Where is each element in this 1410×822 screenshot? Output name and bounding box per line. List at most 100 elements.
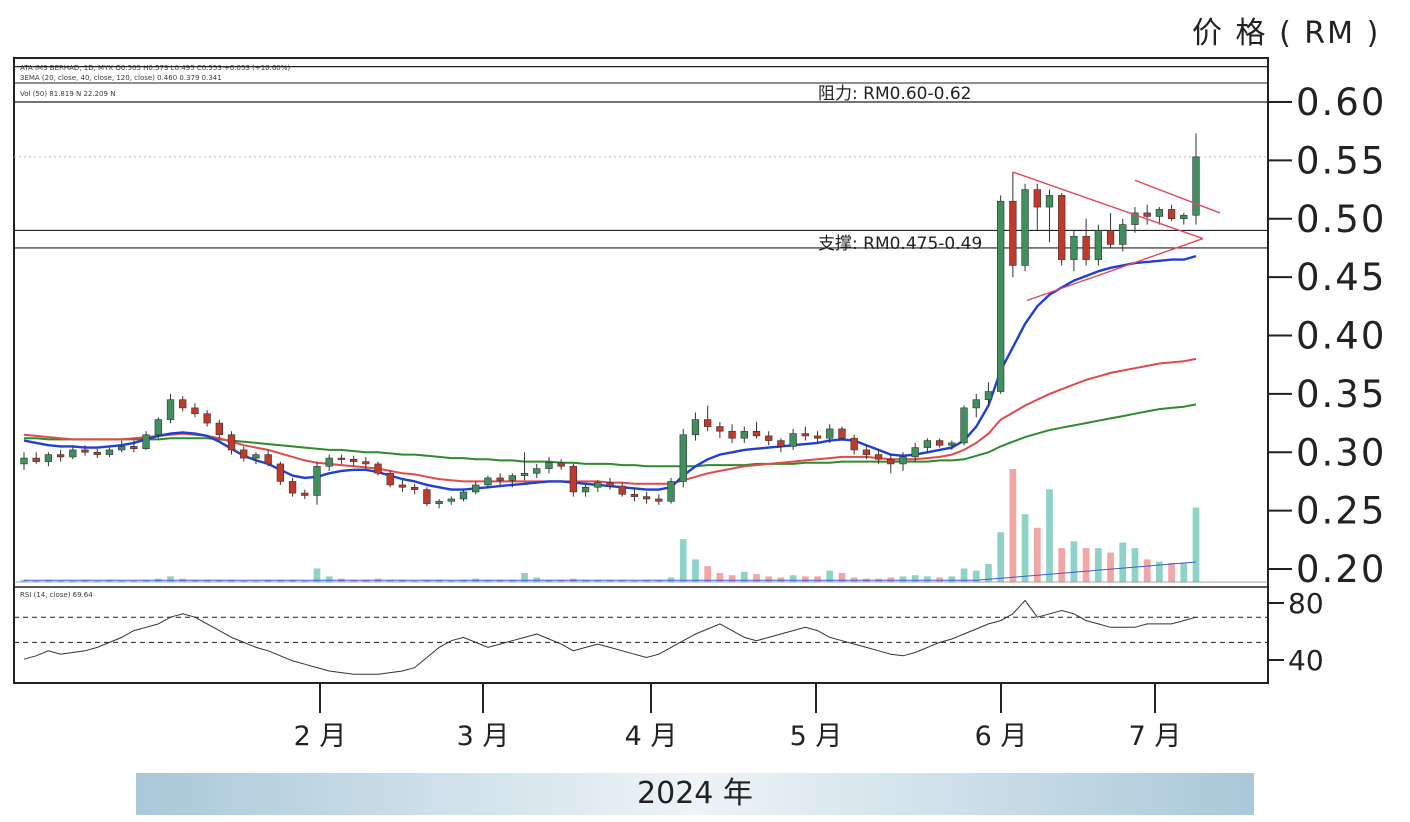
candle-body bbox=[32, 457, 40, 462]
rsi-line bbox=[23, 599, 1197, 675]
volume-bar bbox=[1107, 552, 1114, 582]
candle-body bbox=[972, 399, 980, 409]
rsi-panel: RSI (14, close) 69.64 bbox=[14, 586, 1268, 675]
candlesticks bbox=[20, 133, 1200, 509]
price-unit-label: 价 格 ( RM ) bbox=[1192, 16, 1381, 51]
candle-body bbox=[716, 426, 724, 432]
volume-bar bbox=[728, 575, 736, 582]
volume-bar bbox=[45, 579, 52, 582]
candle-body bbox=[130, 446, 138, 450]
level-annotations: 阻力: RM0.60-0.62 支撑: RM0.475-0.49 bbox=[818, 84, 982, 254]
resistance-annotation: 阻力: RM0.60-0.62 bbox=[818, 84, 971, 104]
volume-bar bbox=[911, 575, 919, 582]
volume-bar bbox=[631, 580, 638, 582]
volume-bar bbox=[118, 580, 126, 582]
candle-body bbox=[813, 435, 822, 439]
candle-body bbox=[752, 430, 761, 437]
volume-bar bbox=[228, 579, 235, 582]
volume-bar bbox=[826, 570, 834, 582]
volume-bar bbox=[582, 579, 589, 582]
volume-bar bbox=[740, 571, 748, 582]
candle-body bbox=[728, 430, 736, 439]
candle-body bbox=[240, 449, 248, 459]
volume-bar bbox=[1058, 548, 1066, 582]
volume-bar bbox=[93, 580, 101, 582]
candle-body bbox=[1070, 235, 1078, 260]
candle-body bbox=[1180, 214, 1188, 220]
volume-bar bbox=[692, 559, 699, 582]
candle-body bbox=[362, 461, 370, 465]
candle-body bbox=[142, 434, 150, 450]
volume-bar bbox=[252, 580, 260, 582]
volume-bar bbox=[484, 579, 492, 582]
candle-body bbox=[765, 435, 773, 441]
candle-body bbox=[777, 440, 785, 447]
candle-body bbox=[984, 391, 993, 401]
y-tick-label: 0.60 bbox=[1296, 81, 1386, 124]
volume-bar bbox=[533, 577, 541, 582]
candle-body bbox=[874, 454, 883, 460]
year-band: 2024 年 bbox=[136, 773, 1254, 815]
volume-bar bbox=[313, 568, 321, 582]
candle-body bbox=[215, 422, 223, 436]
volume-bar bbox=[411, 580, 419, 582]
level-bands bbox=[14, 66, 1268, 249]
volume-bar bbox=[142, 579, 150, 582]
candle-body bbox=[826, 428, 834, 439]
volume-bar bbox=[887, 577, 895, 582]
candle-body bbox=[740, 430, 748, 439]
volume-bar bbox=[1119, 542, 1127, 582]
candle-body bbox=[459, 491, 468, 500]
rsi-tick-label: 40 bbox=[1288, 644, 1324, 677]
candle-body bbox=[1058, 195, 1066, 260]
x-tick-label: 7 月 bbox=[1129, 721, 1182, 752]
volume-bar bbox=[643, 579, 650, 582]
volume-bar bbox=[1192, 507, 1200, 582]
candle-body bbox=[862, 449, 871, 455]
volume-bar bbox=[960, 568, 968, 582]
candle-body bbox=[557, 462, 565, 467]
volume-bar bbox=[936, 577, 943, 582]
volume-bar bbox=[508, 579, 516, 582]
year-label: 2024 年 bbox=[637, 776, 753, 811]
volume-bar bbox=[447, 580, 455, 582]
volume-bar bbox=[1143, 559, 1151, 582]
candle-body bbox=[704, 419, 712, 427]
volume-bar bbox=[1094, 548, 1102, 582]
volume-bar bbox=[521, 572, 528, 582]
y-tick-label: 0.30 bbox=[1296, 431, 1386, 474]
volume-bar bbox=[106, 579, 113, 582]
volume-bar bbox=[57, 580, 64, 582]
candle-body bbox=[179, 399, 187, 409]
candle-body bbox=[850, 437, 858, 451]
volume-bar bbox=[765, 576, 773, 582]
volume-bar bbox=[704, 566, 712, 582]
volume-bar bbox=[496, 579, 504, 582]
volume-bar bbox=[325, 576, 333, 582]
volume-bar bbox=[594, 579, 602, 582]
candle-body bbox=[1009, 200, 1017, 266]
volume-bar bbox=[1180, 562, 1188, 582]
candle-body bbox=[1094, 230, 1102, 260]
volume-bar bbox=[289, 579, 296, 582]
volume-bar bbox=[130, 580, 138, 582]
volume-bar bbox=[1021, 514, 1029, 582]
candle-body bbox=[887, 458, 895, 465]
volume-bar bbox=[924, 576, 931, 582]
volume-bar bbox=[399, 579, 406, 582]
x-tick-label: 2 月 bbox=[294, 721, 347, 752]
candle-body bbox=[56, 454, 65, 458]
x-tick-label: 3 月 bbox=[457, 721, 510, 752]
volume-bar bbox=[460, 579, 467, 582]
volume-bar bbox=[301, 580, 309, 582]
candle-body bbox=[581, 486, 590, 493]
volume-average-line bbox=[24, 561, 1197, 581]
candle-body bbox=[313, 465, 321, 496]
candle-body bbox=[642, 496, 651, 500]
y-tick-label: 0.50 bbox=[1296, 198, 1386, 241]
candle-body bbox=[264, 454, 272, 465]
volume-bar bbox=[545, 579, 553, 582]
candle-body bbox=[569, 465, 578, 493]
volume-bar bbox=[386, 579, 394, 582]
